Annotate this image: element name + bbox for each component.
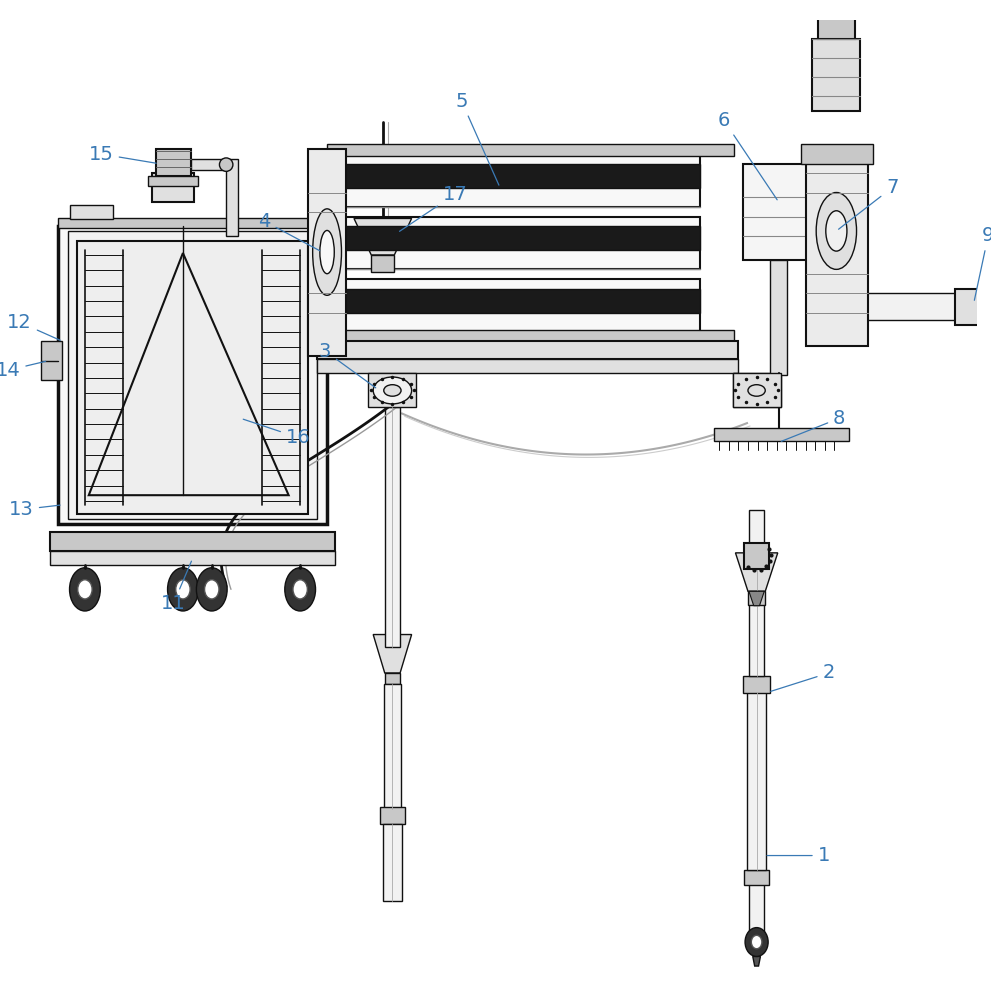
Bar <box>806 149 868 346</box>
Bar <box>149 176 198 186</box>
Bar <box>380 807 405 824</box>
Bar <box>954 289 991 325</box>
Bar <box>342 164 700 188</box>
Bar <box>327 330 733 341</box>
Text: 15: 15 <box>89 145 157 164</box>
Bar <box>342 154 700 207</box>
Bar <box>342 279 700 332</box>
Bar <box>342 217 700 269</box>
Polygon shape <box>374 635 411 673</box>
Bar <box>744 543 769 569</box>
Bar <box>156 149 190 176</box>
Bar <box>801 144 873 164</box>
Bar <box>67 231 317 519</box>
Bar <box>58 226 327 524</box>
Ellipse shape <box>748 385 765 396</box>
Bar <box>317 359 738 373</box>
Ellipse shape <box>737 377 776 404</box>
Bar <box>226 159 238 236</box>
Bar <box>77 241 308 514</box>
Polygon shape <box>751 932 762 956</box>
Bar <box>863 293 969 320</box>
Ellipse shape <box>196 568 227 611</box>
Bar <box>385 673 400 684</box>
Bar <box>372 255 394 272</box>
Bar <box>732 373 781 407</box>
Bar <box>819 0 854 39</box>
Bar <box>743 164 816 260</box>
Ellipse shape <box>293 580 307 599</box>
Text: 6: 6 <box>717 111 777 200</box>
Text: 4: 4 <box>259 212 320 251</box>
Text: 2: 2 <box>771 663 834 691</box>
Bar <box>749 567 764 676</box>
Polygon shape <box>749 591 764 606</box>
Bar <box>747 692 766 870</box>
Ellipse shape <box>384 385 401 396</box>
Bar <box>51 551 335 565</box>
Text: 7: 7 <box>838 178 898 229</box>
Bar <box>749 510 764 544</box>
Bar <box>749 884 764 932</box>
Ellipse shape <box>817 193 856 269</box>
Bar <box>743 676 770 693</box>
Bar <box>190 159 224 170</box>
Ellipse shape <box>312 209 342 295</box>
Text: 5: 5 <box>455 92 498 185</box>
Text: 9: 9 <box>974 226 991 300</box>
Ellipse shape <box>175 580 190 599</box>
Bar <box>308 149 346 356</box>
Bar <box>317 341 738 359</box>
Bar <box>342 226 700 250</box>
Bar <box>41 341 61 380</box>
Ellipse shape <box>167 568 198 611</box>
Ellipse shape <box>284 568 315 611</box>
Text: 10: 10 <box>0 999 1 1000</box>
Ellipse shape <box>320 230 334 274</box>
Bar <box>327 144 733 156</box>
Bar <box>813 39 860 111</box>
Ellipse shape <box>826 211 847 251</box>
Bar <box>383 824 402 901</box>
Text: 13: 13 <box>9 500 60 519</box>
Polygon shape <box>735 553 778 591</box>
Ellipse shape <box>77 580 92 599</box>
Bar <box>51 532 335 551</box>
Bar <box>732 373 781 407</box>
Bar <box>69 205 113 219</box>
Text: 17: 17 <box>399 185 467 231</box>
Text: 14: 14 <box>0 361 46 380</box>
Bar <box>770 260 788 375</box>
Polygon shape <box>753 956 760 966</box>
Ellipse shape <box>374 377 411 404</box>
Text: 11: 11 <box>161 561 191 613</box>
Bar <box>744 870 769 885</box>
Ellipse shape <box>219 158 233 171</box>
Bar <box>385 407 400 647</box>
Bar <box>58 218 327 228</box>
Text: 3: 3 <box>319 342 376 388</box>
Bar <box>153 173 194 202</box>
Text: 8: 8 <box>781 409 845 441</box>
Text: 12: 12 <box>7 313 60 340</box>
Bar <box>384 684 401 809</box>
Ellipse shape <box>204 580 219 599</box>
Bar <box>342 289 700 313</box>
Text: 1: 1 <box>767 846 830 865</box>
Ellipse shape <box>745 928 768 956</box>
Bar <box>715 428 849 441</box>
Bar <box>369 373 416 407</box>
Ellipse shape <box>69 568 100 611</box>
Bar <box>748 591 765 605</box>
Ellipse shape <box>751 935 762 949</box>
Polygon shape <box>354 218 411 255</box>
Text: 16: 16 <box>243 419 310 447</box>
